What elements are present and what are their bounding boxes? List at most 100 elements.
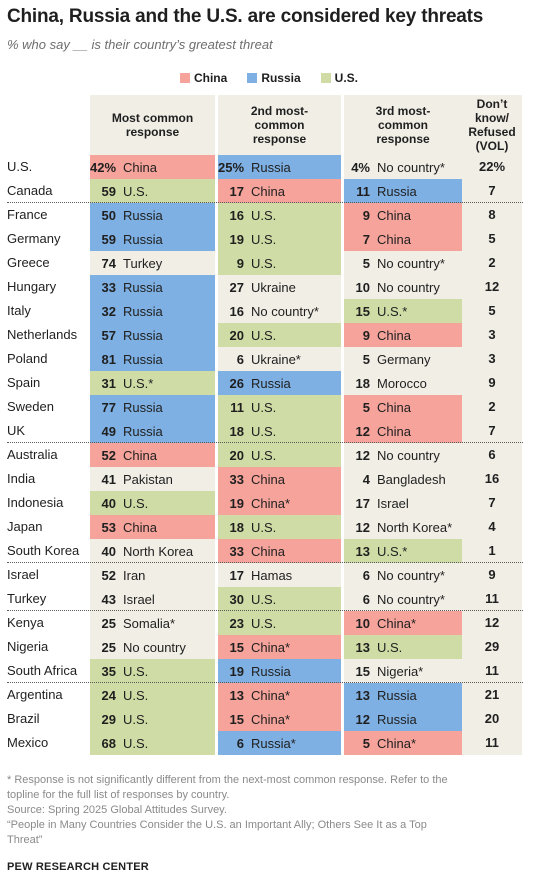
response-cell: 52 Iran [90,563,215,587]
response-cell: 25 Somalia* [90,611,215,635]
response-value: 5 [362,351,370,367]
country-label: Argentina [7,687,63,702]
dont-know-value: 5 [488,231,496,246]
response-cell: 19 China* [218,491,341,515]
response-country: China* [377,615,417,631]
response-value: 25% [218,159,245,175]
response-value: 33 [229,471,244,487]
footnote-line: topline for the full list of responses b… [7,789,230,801]
response-cell: 25% Russia [218,155,341,179]
response-value: 59 [101,183,116,199]
response-value: 30 [229,591,244,607]
response-country: Russia [377,711,417,727]
dont-know-value: 8 [488,207,496,222]
response-country: U.S. [251,591,277,607]
response-country: No country [377,279,440,295]
response-cell: 40 North Korea [90,539,215,563]
response-cell: 4% No country* [344,155,462,179]
response-country: China* [251,687,291,703]
response-cell: 12 North Korea* [344,515,462,539]
country-label: Kenya [7,615,44,630]
dont-know-value: 2 [488,255,496,270]
response-country: China* [251,711,291,727]
response-value: 16 [229,303,244,319]
response-cell: 16 U.S. [218,203,341,227]
country-label: Nigeria [7,639,49,654]
footnote-line: * Response is not significantly differen… [7,774,448,786]
response-cell: 6 No country* [344,587,462,611]
country-label: Poland [7,351,48,366]
response-value: 12 [355,423,370,439]
country-label: Spain [7,375,41,390]
response-cell: 41 Pakistan [90,467,215,491]
response-cell: 49 Russia [90,419,215,443]
response-country: North Korea* [377,519,453,535]
response-cell: 20 U.S. [218,323,341,347]
response-cell: 6 Ukraine* [218,347,341,371]
response-cell: 6 Russia* [218,731,341,755]
response-country: North Korea [123,543,194,559]
response-cell: 10 China* [344,611,462,635]
response-country: China [377,423,411,439]
response-value: 11 [230,399,244,415]
response-country: Morocco [377,375,427,391]
response-cell: 17 Israel [344,491,462,515]
response-value: 5 [362,255,370,271]
response-cell: 26 Russia [218,371,341,395]
dont-know-value: 1 [488,543,496,558]
response-value: 25 [101,615,116,631]
response-cell: 35 U.S. [90,659,215,683]
dont-know-value: 12 [484,615,500,630]
country-label: Brazil [7,711,40,726]
response-country: China [123,519,157,535]
response-value: 33 [101,279,116,295]
response-cell: 20 U.S. [218,443,341,467]
column-header: Don’t know/Refused (VOL) [462,95,522,155]
response-country: Russia [251,159,291,175]
response-value: 40 [101,495,116,511]
response-cell: 24 U.S. [90,683,215,707]
country-label: Germany [7,231,61,246]
response-cell: 27 Ukraine [218,275,341,299]
response-value: 5 [362,735,370,751]
response-value: 10 [355,279,370,295]
response-cell: 53 China [90,515,215,539]
response-cell: 5 China [344,395,462,419]
legend-label: China [193,71,228,85]
response-country: Turkey [123,255,163,271]
response-country: Russia [123,351,163,367]
response-country: Pakistan [123,471,173,487]
response-country: U.S. [251,207,277,223]
response-value: 19 [229,663,244,679]
response-country: Russia [251,663,291,679]
response-value: 13 [355,639,370,655]
response-value: 19 [229,495,244,511]
response-cell: 17 China [218,179,341,203]
response-cell: 57 Russia [90,323,215,347]
response-cell: 11 U.S. [218,395,341,419]
dont-know-value: 20 [484,711,500,726]
response-country: U.S.* [377,543,408,559]
group-separator [7,682,523,683]
column-header-text: 3rd most-common response [375,104,431,146]
response-cell: 31 U.S.* [90,371,215,395]
country-label: Hungary [7,279,57,294]
footnote-line: Threat” [7,834,43,846]
country-label: Turkey [7,591,47,606]
response-cell: 15 U.S.* [344,299,462,323]
response-country: Russia* [251,735,296,751]
response-value: 9 [362,327,370,343]
response-country: Israel [377,495,409,511]
response-country: Nigeria* [377,663,424,679]
response-value: 10 [355,615,370,631]
country-label: Canada [7,183,53,198]
response-cell: 9 China [344,323,462,347]
response-country: U.S. [251,423,277,439]
response-cell: 12 Russia [344,707,462,731]
response-cell: 15 China* [218,707,341,731]
response-country: Russia [377,687,417,703]
response-country: No country* [377,567,445,583]
response-country: China [377,231,411,247]
response-cell: 81 Russia [90,347,215,371]
response-country: U.S. [123,183,149,199]
